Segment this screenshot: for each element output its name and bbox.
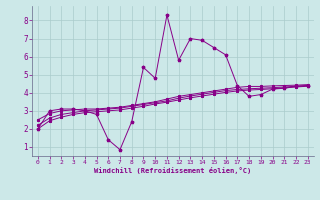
X-axis label: Windchill (Refroidissement éolien,°C): Windchill (Refroidissement éolien,°C) [94, 167, 252, 174]
